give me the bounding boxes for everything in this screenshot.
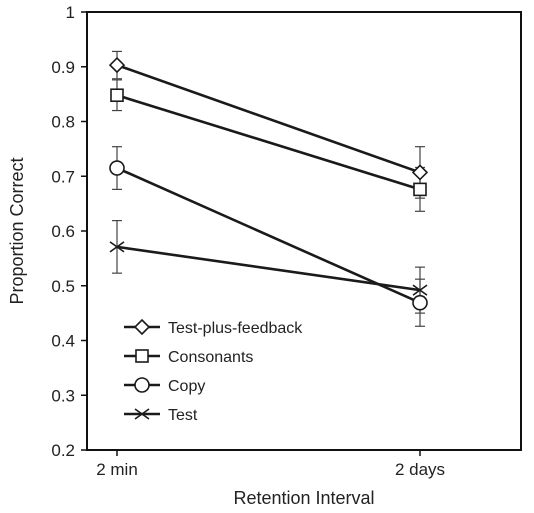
data-point-test (109, 241, 125, 253)
data-point-test (412, 284, 428, 296)
data-point-copy (412, 294, 428, 311)
y-tick-label: 0.7 (51, 167, 75, 186)
series-line-consonants (116, 93, 421, 191)
series-line-test-plus-feedback (116, 63, 421, 174)
x-tick-label: 2 days (395, 460, 445, 479)
legend-marker-test-plus-feedback (133, 318, 151, 336)
y-tick-label: 0.3 (51, 386, 75, 405)
data-point-copy (109, 160, 125, 176)
y-tick-label: 0.9 (51, 58, 75, 77)
data-point-test-plus-feedback (108, 56, 126, 74)
legend-label-consonants: Consonants (168, 349, 253, 366)
data-point-consonants (110, 88, 124, 103)
y-axis-ticks: 0.2 0.3 0.4 0.5 0.6 0.7 0.8 0.9 1 (51, 3, 87, 460)
y-tick-label: 0.2 (51, 441, 75, 460)
series-line-test (116, 245, 421, 292)
series-line-copy (116, 166, 421, 304)
y-axis-label: Proportion Correct (7, 157, 27, 304)
x-axis-ticks: 2 min 2 days (96, 450, 445, 479)
x-axis-label: Retention Interval (233, 488, 374, 508)
y-tick-label: 0.6 (51, 222, 75, 241)
y-tick-label: 0.8 (51, 113, 75, 132)
legend-label-test: Test (168, 407, 198, 424)
data-point-test-plus-feedback (411, 164, 429, 181)
legend-marker-test (134, 408, 150, 420)
y-tick-label: 1 (66, 3, 75, 22)
series-markers (108, 56, 429, 311)
legend-marker-copy (134, 377, 150, 393)
legend-label-test-plus-feedback: Test-plus-feedback (168, 320, 303, 337)
legend-label-copy: Copy (168, 378, 205, 395)
y-tick-label: 0.5 (51, 277, 75, 296)
x-tick-label: 2 min (96, 460, 138, 479)
series-lines (116, 63, 421, 304)
legend-marker-consonants (135, 349, 149, 363)
plot-axes: 0.2 0.3 0.4 0.5 0.6 0.7 0.8 0.9 1 2 min 2 days (51, 3, 522, 479)
legend: Test-plus-feedback Consonants Copy Test (124, 318, 303, 424)
y-tick-label: 0.4 (51, 332, 75, 351)
data-point-consonants (413, 182, 427, 197)
